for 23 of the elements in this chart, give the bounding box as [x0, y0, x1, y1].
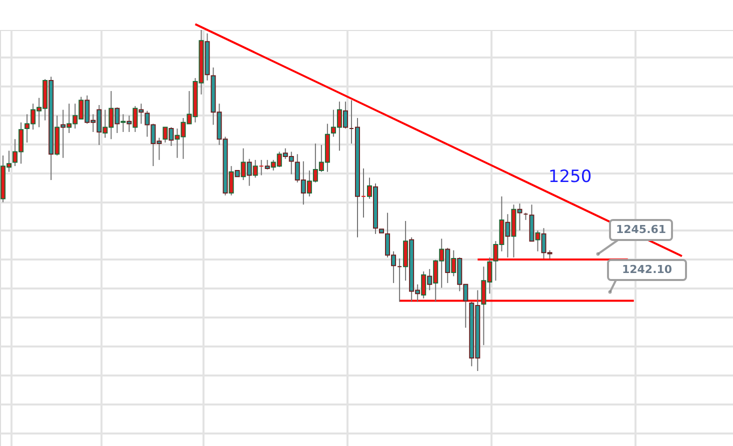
candlestick: [421, 270, 426, 299]
annotation: 1242.10: [622, 263, 672, 276]
candlestick: [120, 114, 126, 132]
candlestick: [114, 106, 120, 134]
candlestick: [264, 159, 270, 170]
annotation: 1245.61: [616, 223, 666, 236]
candlestick: [505, 214, 510, 258]
candlestick: [517, 203, 522, 232]
candlestick: [427, 268, 432, 291]
candlestick: [535, 230, 540, 252]
candlestick: [138, 103, 144, 124]
candlestick: [132, 106, 138, 132]
candlestick: [445, 247, 450, 284]
candlestick: [60, 109, 66, 158]
candlestick: [162, 126, 168, 144]
candlestick: [451, 250, 456, 277]
candlestick: [342, 101, 348, 130]
candlestick: [240, 148, 246, 181]
candlestick: [246, 158, 252, 186]
candlestick: [168, 126, 174, 146]
annotation: 1250: [548, 167, 592, 187]
candlestick: [228, 166, 234, 196]
candlestick: [126, 115, 132, 132]
